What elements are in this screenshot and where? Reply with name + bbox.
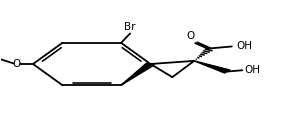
Text: Br: Br (124, 22, 136, 33)
Text: OH: OH (245, 65, 261, 75)
Text: O: O (186, 31, 195, 41)
Polygon shape (194, 61, 230, 73)
Text: O: O (12, 59, 21, 69)
Text: OH: OH (236, 41, 252, 51)
Polygon shape (121, 63, 154, 85)
